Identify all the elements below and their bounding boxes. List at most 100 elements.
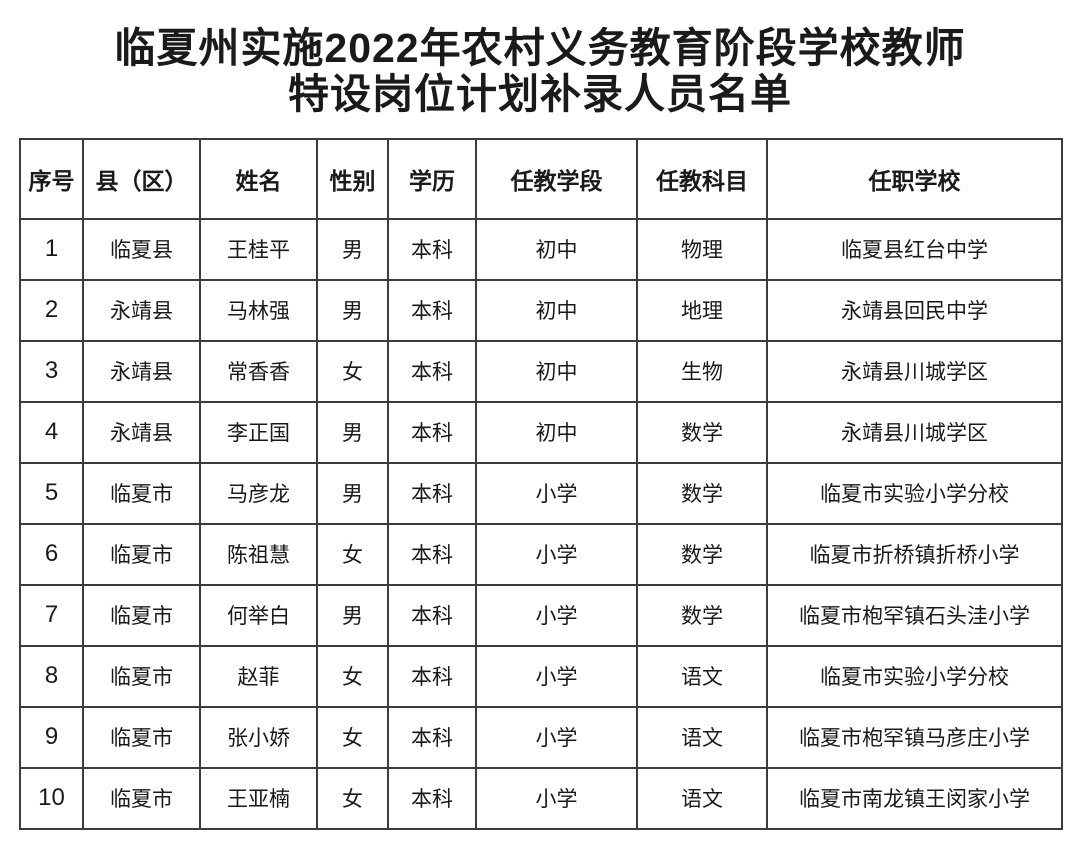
table-row: 9 临夏市 张小娇女本科 小学 语文 临夏市枹罕镇马彦庄小学 [19,705,1063,769]
table-cell: 小学 [475,583,638,647]
table-cell: 常香香 [199,339,318,403]
table-cell: 临夏市 [82,522,201,586]
roster-table-body: 1 临夏县 王桂平男本科 初中 物理 临夏县红台中学 2 永靖县 马林强男本科 初中 地理 永靖县回民… [19,217,1063,830]
table-cell: 小学 [475,705,638,769]
table-cell: 女 [316,766,389,830]
table-cell: 男 [316,583,389,647]
table-row: 8 临夏市 赵菲女本科 小学 语文 临夏市实验小学分校 [19,644,1063,708]
table-cell: 临夏市 [82,644,201,708]
index-cell: 5 [19,461,84,525]
table-row: 10 临夏市 王亚楠女本科 小学 语文 临夏市南龙镇王闵家小学 [19,766,1063,830]
table-cell: 男 [316,217,389,281]
table-row: 5 临夏市 马彦龙男本科 小学 数学 临夏市实验小学分校 [19,461,1063,525]
table-cell: 小学 [475,644,638,708]
table-cell: 女 [316,705,389,769]
table-cell: 语文 [636,705,768,769]
table-cell: 临夏市 [82,583,201,647]
table-cell: 女 [316,522,389,586]
table-cell: 数学 [636,461,768,525]
header-cell-7: 任职学校 [766,137,1063,220]
table-cell: 永靖县 [82,339,201,403]
table-cell: 永靖县 [82,278,201,342]
table-cell: 初中 [475,278,638,342]
header-cell-3: 性别 [316,137,389,220]
table-cell: 本科 [387,278,477,342]
table-cell: 本科 [387,522,477,586]
page-title: 临夏州实施2022年农村义务教育阶段学校教师 特设岗位计划补录人员名单 [0,25,1080,118]
table-cell: 马彦龙 [199,461,318,525]
table-cell: 数学 [636,583,768,647]
roster-table-head: 序号 县（区） 姓名 性别 学历 任教学段 任教科目 任职学校 [19,137,1063,220]
table-cell: 马林强 [199,278,318,342]
table-cell: 男 [316,278,389,342]
page-title-line1: 临夏州实施2022年农村义务教育阶段学校教师 [114,25,966,71]
table-cell: 本科 [387,705,477,769]
table-cell: 本科 [387,461,477,525]
table-cell: 初中 [475,400,638,464]
table-cell: 本科 [387,766,477,830]
table-cell: 临夏市实验小学分校 [766,461,1063,525]
table-cell: 临夏市实验小学分校 [766,644,1063,708]
table-cell: 数学 [636,522,768,586]
table-cell: 本科 [387,217,477,281]
table-cell: 女 [316,339,389,403]
table-row: 1 临夏县 王桂平男本科 初中 物理 临夏县红台中学 [19,217,1063,281]
table-cell: 临夏市枹罕镇石头洼小学 [766,583,1063,647]
table-cell: 王桂平 [199,217,318,281]
table-row: 4 永靖县 李正国男本科 初中 数学 永靖县川城学区 [19,400,1063,464]
table-cell: 陈祖慧 [199,522,318,586]
table-cell: 永靖县 [82,400,201,464]
header-cell-1: 县（区） [82,137,201,220]
table-cell: 本科 [387,644,477,708]
header-cell-0: 序号 [19,137,84,220]
roster-table: 序号 县（区） 姓名 性别 学历 任教学段 任教科目 任职学校 1 临夏县 王桂平男本科 初中 物理临… [19,137,1063,830]
table-cell: 语文 [636,766,768,830]
table-cell: 临夏县 [82,217,201,281]
table-cell: 数学 [636,400,768,464]
table-cell: 临夏市折桥镇折桥小学 [766,522,1063,586]
table-cell: 何举白 [199,583,318,647]
table-cell: 临夏县红台中学 [766,217,1063,281]
table-cell: 本科 [387,339,477,403]
table-cell: 初中 [475,217,638,281]
index-cell: 7 [19,583,84,647]
table-cell: 临夏市 [82,705,201,769]
table-cell: 男 [316,400,389,464]
table-cell: 物理 [636,217,768,281]
table-cell: 永靖县川城学区 [766,400,1063,464]
table-cell: 生物 [636,339,768,403]
table-row: 3 永靖县 常香香女本科 初中 生物 永靖县川城学区 [19,339,1063,403]
header-cell-6: 任教科目 [636,137,768,220]
table-cell: 地理 [636,278,768,342]
table-cell: 临夏市枹罕镇马彦庄小学 [766,705,1063,769]
table-cell: 临夏市 [82,461,201,525]
table-cell: 临夏市南龙镇王闵家小学 [766,766,1063,830]
table-cell: 临夏市 [82,766,201,830]
table-cell: 女 [316,644,389,708]
table-cell: 李正国 [199,400,318,464]
table-cell: 张小娇 [199,705,318,769]
index-cell: 1 [19,217,84,281]
index-cell: 4 [19,400,84,464]
header-cell-2: 姓名 [199,137,318,220]
table-row: 6 临夏市 陈祖慧女本科 小学 数学 临夏市折桥镇折桥小学 [19,522,1063,586]
table-cell: 永靖县回民中学 [766,278,1063,342]
index-cell: 2 [19,278,84,342]
table-row: 2 永靖县 马林强男本科 初中 地理 永靖县回民中学 [19,278,1063,342]
header-row: 序号 县（区） 姓名 性别 学历 任教学段 任教科目 任职学校 [19,137,1063,220]
index-cell: 10 [19,766,84,830]
table-cell: 本科 [387,583,477,647]
table-cell: 王亚楠 [199,766,318,830]
page-title-line2: 特设岗位计划补录人员名单 [288,70,792,117]
index-cell: 3 [19,339,84,403]
index-cell: 6 [19,522,84,586]
table-cell: 男 [316,461,389,525]
table-cell: 赵菲 [199,644,318,708]
table-cell: 语文 [636,644,768,708]
table-cell: 本科 [387,400,477,464]
header-cell-4: 学历 [387,137,477,220]
index-cell: 9 [19,705,84,769]
table-cell: 小学 [475,522,638,586]
table-cell: 小学 [475,766,638,830]
